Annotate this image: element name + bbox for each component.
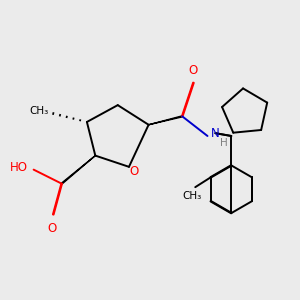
Text: CH₃: CH₃ (30, 106, 49, 116)
Text: CH₃: CH₃ (182, 191, 202, 201)
Polygon shape (61, 156, 95, 184)
Text: O: O (47, 221, 56, 235)
Text: H: H (220, 138, 228, 148)
Text: O: O (189, 64, 198, 76)
Text: HO: HO (10, 161, 28, 174)
Text: O: O (129, 165, 139, 178)
Polygon shape (148, 116, 182, 125)
Text: N: N (211, 127, 220, 140)
